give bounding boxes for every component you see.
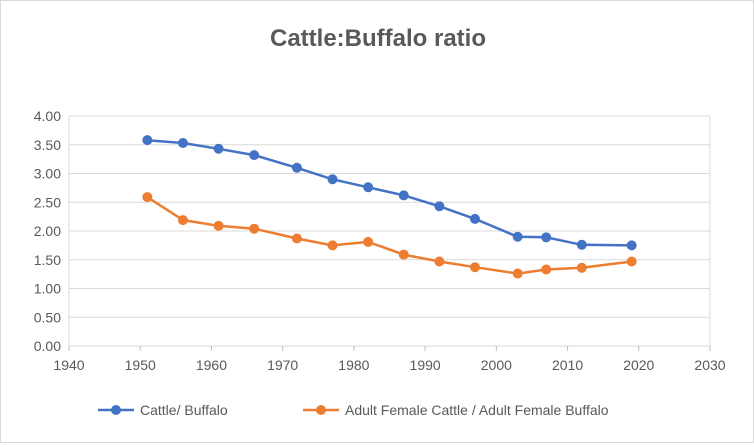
data-point: [469, 262, 480, 273]
legend-swatch-marker: [316, 405, 326, 415]
data-point: [213, 143, 224, 154]
chart-title: Cattle:Buffalo ratio: [270, 25, 486, 52]
data-point: [541, 264, 552, 275]
x-tick-label: 2030: [694, 357, 725, 373]
x-tick-label: 2010: [552, 357, 583, 373]
data-point: [363, 236, 374, 247]
data-point: [398, 190, 409, 201]
data-point: [142, 135, 153, 146]
data-point: [291, 233, 302, 244]
data-point: [434, 256, 445, 267]
series-1: [142, 135, 637, 251]
data-point: [363, 182, 374, 193]
x-tick-label: 1950: [125, 357, 156, 373]
y-tick-label: 1.00: [34, 281, 61, 297]
data-point: [576, 239, 587, 250]
legend-item-2: Adult Female Cattle / Adult Female Buffa…: [303, 402, 609, 418]
y-tick-label: 3.50: [34, 137, 61, 153]
y-tick-label: 3.00: [34, 166, 61, 182]
legend-swatch-marker: [111, 405, 121, 415]
data-point: [249, 223, 260, 234]
x-tick-label: 1940: [53, 357, 84, 373]
x-tick-label: 1990: [410, 357, 441, 373]
data-point: [177, 215, 188, 226]
y-axis-ticks: 0.00 0.50 1.00 1.50 2.00 2.50 3.00 3.50 4.00: [34, 108, 61, 354]
legend-label: Adult Female Cattle / Adult Female Buffa…: [345, 402, 609, 418]
data-point: [469, 213, 480, 224]
y-tick-label: 0.50: [34, 309, 61, 325]
series-2: [142, 192, 637, 279]
x-axis-ticks: 1940 1950 1960 1970 1980 1990 2000 2010 2020 2030: [53, 346, 726, 373]
y-tick-label: 2.50: [34, 194, 61, 210]
series-layer: [142, 135, 637, 279]
x-tick-label: 1960: [196, 357, 227, 373]
data-point: [249, 150, 260, 161]
data-point: [541, 232, 552, 243]
data-point: [434, 201, 445, 212]
data-point: [327, 240, 338, 251]
y-tick-label: 1.50: [34, 252, 61, 268]
y-tick-label: 0.00: [34, 338, 61, 354]
data-point: [213, 220, 224, 231]
x-tick-label: 1970: [267, 357, 298, 373]
series-line: [146, 196, 632, 275]
data-point: [177, 138, 188, 149]
y-tick-label: 4.00: [34, 108, 61, 124]
data-point: [291, 162, 302, 173]
data-point: [512, 268, 523, 279]
data-point: [576, 262, 587, 273]
data-point: [142, 192, 153, 203]
x-tick-label: 1980: [338, 357, 369, 373]
data-point: [626, 240, 637, 251]
data-point: [512, 231, 523, 242]
gridlines: [68, 115, 711, 347]
y-tick-label: 2.00: [34, 223, 61, 239]
x-tick-label: 2000: [481, 357, 512, 373]
data-point: [327, 174, 338, 185]
legend-label: Cattle/ Buffalo: [140, 402, 228, 418]
data-point: [626, 256, 637, 267]
legend-item-1: Cattle/ Buffalo: [98, 402, 228, 418]
legend: Cattle/ Buffalo Adult Female Cattle / Adu…: [98, 402, 609, 418]
x-tick-label: 2020: [623, 357, 654, 373]
data-point: [398, 249, 409, 260]
